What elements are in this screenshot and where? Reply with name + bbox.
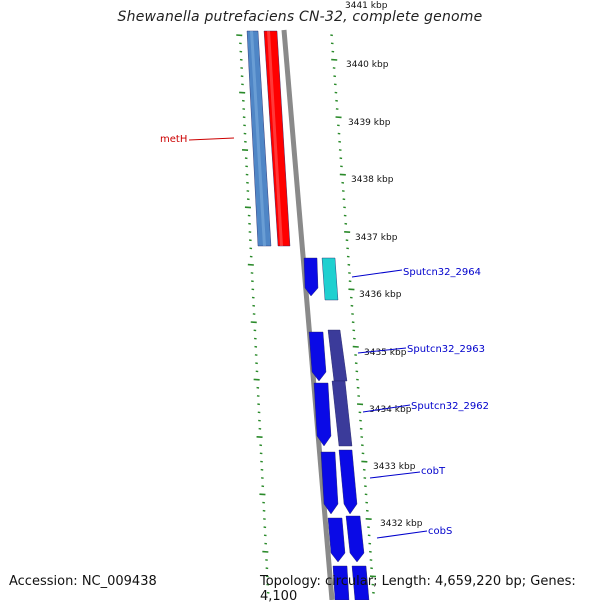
gene-label: cobS — [428, 526, 452, 537]
gene-label: metH — [160, 134, 187, 145]
scale-label: 3433 kbp — [373, 462, 416, 472]
scale-label: 3436 kbp — [359, 290, 402, 300]
gene-label: Sputcn32_2964 — [403, 267, 481, 278]
gene-arrow-blue — [339, 450, 357, 514]
scale-label: 3438 kbp — [351, 175, 394, 185]
label-leader-line — [352, 270, 402, 277]
gene-block-purple — [332, 381, 352, 446]
scale-label: 3439 kbp — [348, 118, 391, 128]
scale-label: 3441 kbp — [345, 1, 388, 11]
gene-label: Sputcn32_2963 — [407, 344, 485, 355]
scale-label: 3432 kbp — [380, 519, 423, 529]
scale-label: 3437 kbp — [355, 233, 398, 243]
scale-labels: 3441 kbp 3440 kbp 3439 kbp 3438 kbp 3437 kbp… — [345, 1, 423, 529]
gene-label: Sputcn32_2962 — [411, 401, 489, 412]
label-leader-line — [370, 472, 420, 478]
accession-text: Accession: NC_009438 — [9, 574, 157, 589]
gene-block-cyan — [322, 258, 338, 300]
gene-block-purple — [328, 330, 347, 381]
gene-label: cobT — [421, 466, 446, 477]
gene-arrow-blue — [346, 516, 364, 562]
label-leader-line — [189, 138, 234, 140]
scale-label: 3435 kbp — [364, 348, 407, 358]
scale-label: 3440 kbp — [346, 60, 389, 70]
label-leader-line — [377, 531, 427, 538]
genome-backbone — [284, 30, 332, 600]
